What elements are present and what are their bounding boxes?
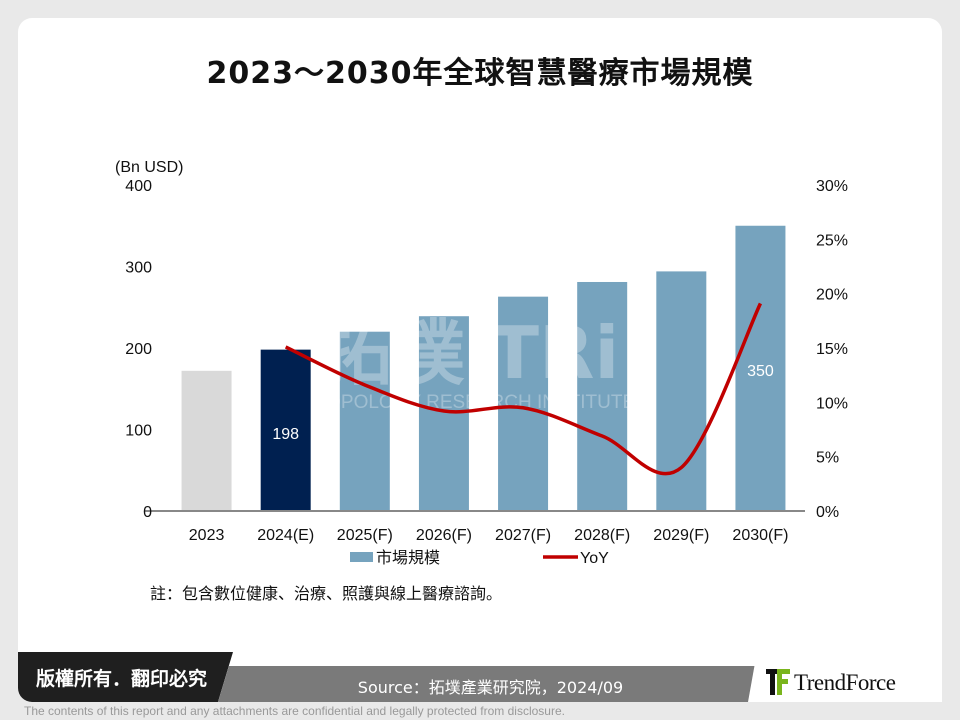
x-tick-label: 2023 xyxy=(189,527,225,544)
source-text: Source：拓墣產業研究院，2024/09 xyxy=(357,678,624,697)
data-label: 198 xyxy=(272,426,299,443)
bar-2025(F) xyxy=(339,331,390,511)
bar-2030(F) xyxy=(735,225,786,511)
y2-tick-label: 25% xyxy=(816,232,848,249)
x-tick-label: 2024(E) xyxy=(257,527,314,544)
y2-tick-label: 20% xyxy=(816,287,848,304)
logo-text: TrendForce xyxy=(794,670,896,695)
y2-tick-label: 10% xyxy=(816,395,848,412)
legend-bar-swatch xyxy=(350,552,373,562)
data-label: 350 xyxy=(747,363,774,380)
watermark-logo: 拓墣 TRi xyxy=(321,311,619,395)
chart-note: 註：包含數位健康、治療、照護與線上醫療諮詢。 xyxy=(150,584,503,603)
x-tick-label: 2025(F) xyxy=(337,527,393,544)
yoy-line xyxy=(284,302,763,476)
x-tick-label: 2026(F) xyxy=(416,527,472,544)
source-banner: Source：拓墣產業研究院，2024/09 xyxy=(218,666,763,702)
bar-2029(F) xyxy=(656,271,707,511)
bar-2027(F) xyxy=(498,296,549,511)
copyright-banner: 版權所有．翻印必究 xyxy=(18,652,233,702)
y-tick-label: 100 xyxy=(125,423,152,440)
legend-line-label: YoY xyxy=(580,550,609,567)
x-tick-label: 2029(F) xyxy=(653,527,709,544)
y-tick-label: 0 xyxy=(143,504,152,521)
trendforce-logo: TrendForce xyxy=(748,637,942,702)
bar-2024(E) xyxy=(260,349,311,511)
bar-2026(F) xyxy=(418,316,469,511)
x-tick-label: 2027(F) xyxy=(495,527,551,544)
copyright-text: 版權所有．翻印必究 xyxy=(36,668,208,690)
y-tick-label: 200 xyxy=(125,341,152,358)
y2-tick-label: 5% xyxy=(816,450,839,467)
page-title: 2023～2030年全球智慧醫療市場規模 xyxy=(206,56,754,91)
slide-card xyxy=(18,18,942,702)
y-tick-label: 400 xyxy=(125,178,152,195)
bar-2028(F) xyxy=(577,281,628,511)
legend-bar-label: 市場規模 xyxy=(376,548,440,567)
bar-2023 xyxy=(181,370,232,511)
trendforce-logo-icon xyxy=(766,669,790,695)
y2-tick-label: 15% xyxy=(816,341,848,358)
y2-tick-label: 30% xyxy=(816,178,848,195)
x-tick-label: 2030(F) xyxy=(732,527,788,544)
y2-tick-label: 0% xyxy=(816,504,839,521)
y-axis-label: (Bn USD) xyxy=(115,159,183,176)
y-tick-label: 300 xyxy=(125,260,152,277)
disclaimer: The contents of this report and any atta… xyxy=(24,704,565,718)
x-tick-label: 2028(F) xyxy=(574,527,630,544)
